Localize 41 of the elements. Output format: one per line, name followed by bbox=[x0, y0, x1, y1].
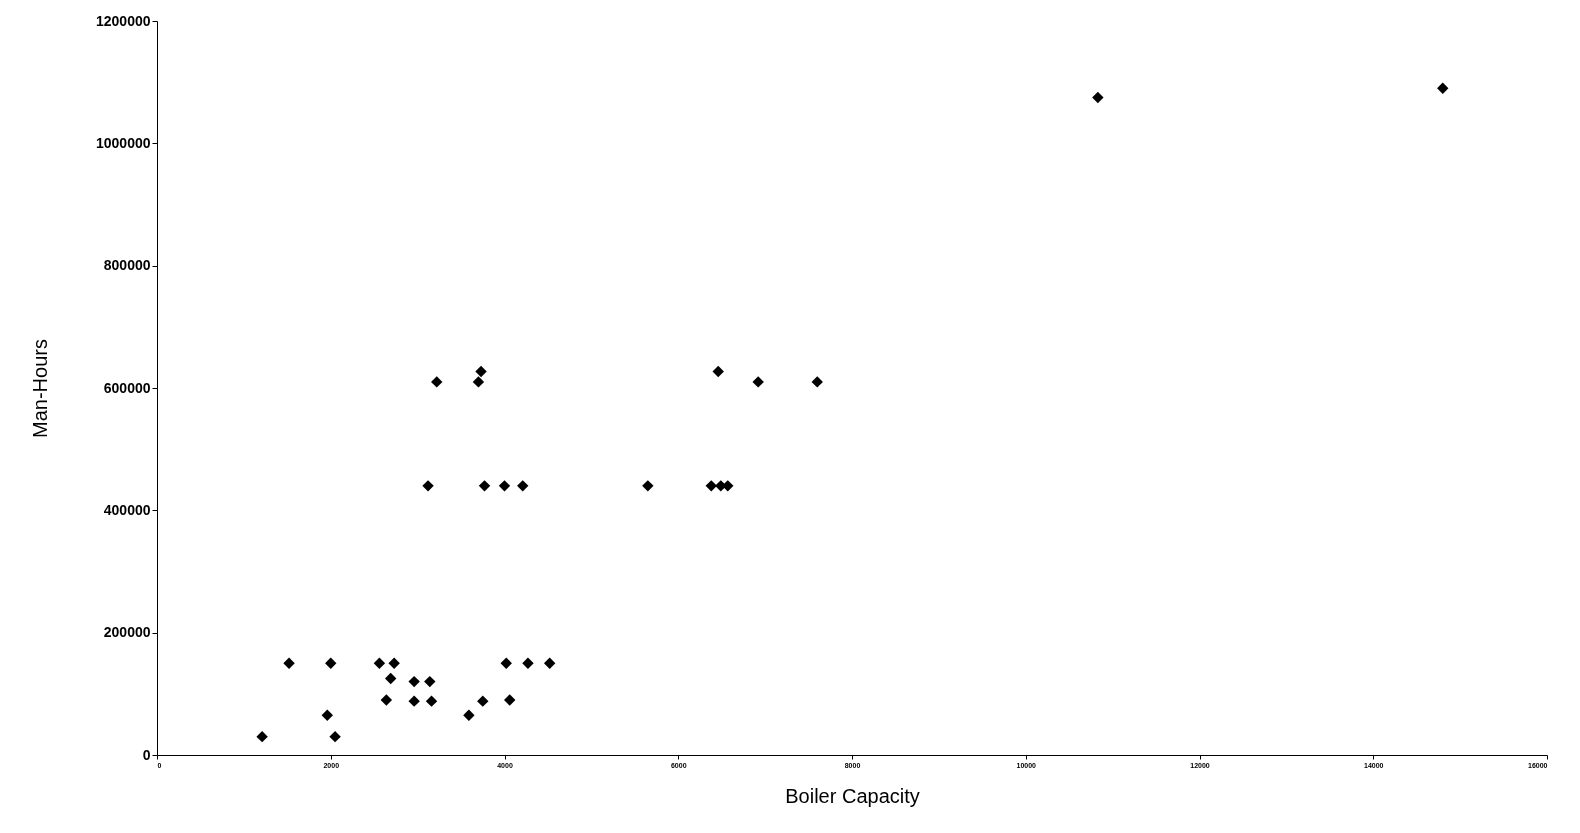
y-tick-label: 200000 bbox=[103, 624, 151, 641]
x-axis-title: Boiler Capacity bbox=[785, 784, 920, 807]
point bbox=[504, 694, 516, 706]
point bbox=[425, 695, 438, 707]
point bbox=[373, 657, 386, 669]
point bbox=[705, 480, 717, 492]
point bbox=[408, 695, 420, 707]
point bbox=[517, 480, 529, 492]
point bbox=[329, 730, 341, 743]
point bbox=[431, 376, 443, 388]
point bbox=[478, 480, 491, 492]
point bbox=[408, 675, 420, 688]
point bbox=[384, 672, 397, 685]
point bbox=[321, 709, 333, 721]
y-tick-label: 800000 bbox=[103, 257, 151, 274]
point bbox=[1437, 82, 1449, 94]
point bbox=[752, 376, 764, 388]
y-tick-label: 400000 bbox=[103, 501, 151, 518]
y-tick-label: 600000 bbox=[103, 379, 151, 396]
y-tick-label: 1000000 bbox=[95, 134, 151, 151]
point bbox=[522, 657, 534, 669]
point bbox=[498, 480, 511, 492]
y-axis-title: Man-Hours bbox=[29, 339, 51, 438]
point bbox=[380, 694, 393, 706]
point bbox=[475, 365, 487, 378]
point bbox=[477, 695, 489, 707]
point bbox=[388, 657, 400, 669]
point bbox=[543, 657, 556, 669]
point bbox=[283, 657, 295, 669]
point bbox=[500, 657, 512, 669]
point bbox=[422, 480, 434, 492]
point bbox=[1092, 91, 1104, 104]
point bbox=[256, 730, 268, 743]
point bbox=[325, 657, 337, 669]
point bbox=[424, 675, 436, 688]
point bbox=[463, 709, 475, 721]
point bbox=[642, 480, 654, 492]
point bbox=[811, 376, 823, 388]
point bbox=[712, 365, 724, 378]
point bbox=[472, 376, 485, 388]
y-tick-label: 1200000 bbox=[95, 12, 151, 29]
